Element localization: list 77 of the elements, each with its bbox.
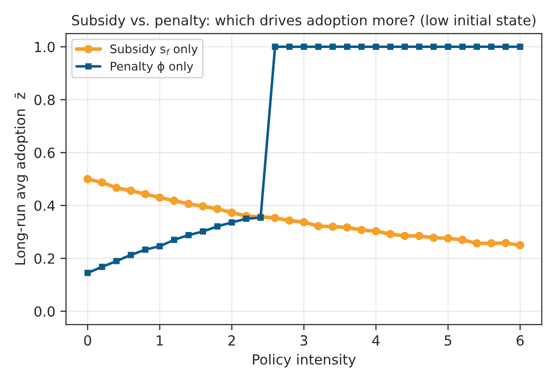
point: [170, 196, 178, 205]
x-tick-label: 2: [228, 335, 235, 346]
point: [285, 216, 294, 225]
point: [83, 174, 92, 184]
point: [270, 214, 280, 222]
x-tick-label: 6: [516, 335, 524, 346]
point: [387, 44, 394, 50]
point: [300, 218, 308, 226]
y-tick-label: 0.6: [34, 148, 55, 158]
point: [314, 222, 322, 230]
y-tick-label: 0.0: [34, 306, 55, 317]
point: [502, 238, 510, 248]
point: [113, 258, 120, 264]
point: [472, 239, 482, 248]
point: [126, 186, 136, 195]
point: [228, 219, 235, 226]
point: [98, 264, 106, 270]
point: [459, 44, 466, 50]
point: [402, 44, 408, 50]
legend-label: Subsidy s$_{f}$ only: [110, 44, 198, 56]
point: [474, 44, 480, 50]
point: [330, 44, 336, 50]
x-tick-label: 3: [300, 335, 308, 346]
point: [517, 44, 524, 50]
point: [200, 228, 206, 235]
point: [112, 184, 121, 192]
point: [342, 223, 352, 232]
point: [444, 44, 452, 50]
x-tick-label: 0: [84, 335, 92, 346]
point: [300, 44, 307, 50]
point: [444, 234, 452, 242]
x-tick-label: 5: [444, 335, 452, 346]
point: [156, 193, 164, 202]
point: [243, 216, 250, 222]
point: [344, 44, 350, 50]
y-axis-title: Long-run avg adoption z̄: [14, 92, 28, 265]
point: [416, 44, 422, 50]
point: [315, 44, 322, 50]
point: [386, 230, 395, 238]
x-tick-label: 4: [372, 335, 380, 346]
point: [429, 234, 438, 242]
point: [171, 236, 178, 243]
point: [357, 226, 366, 234]
point: [156, 243, 163, 250]
x-axis-title: Policy intensity: [252, 354, 356, 368]
point: [184, 200, 193, 208]
point: [487, 239, 496, 248]
point: [372, 44, 380, 50]
y-tick-label: 0.4: [34, 200, 55, 211]
point: [141, 190, 150, 198]
point: [213, 204, 222, 214]
point: [228, 208, 236, 217]
chart-title: Subsidy vs. penalty: which drives adoption more? (low initial state): [72, 14, 536, 28]
point: [142, 246, 148, 253]
point: [488, 44, 494, 50]
point: [84, 270, 91, 276]
y-tick-label: 0.8: [34, 94, 55, 106]
point: [458, 236, 467, 244]
point: [286, 44, 293, 50]
y-tick-label: 1.0: [35, 42, 55, 52]
point: [415, 232, 424, 240]
point: [372, 226, 380, 236]
point: [358, 44, 365, 50]
point: [400, 232, 409, 240]
point: [328, 222, 337, 231]
y-tick-label: 0.2: [34, 253, 54, 264]
point: [98, 178, 106, 187]
legend-label: Penalty ϕ only: [110, 62, 194, 73]
point: [198, 202, 208, 210]
x-tick-label: 1: [156, 335, 163, 346]
point: [185, 232, 192, 238]
point: [214, 223, 220, 230]
point: [516, 240, 524, 250]
point: [272, 44, 278, 50]
point: [502, 44, 509, 50]
point: [430, 44, 437, 50]
point: [128, 252, 134, 258]
